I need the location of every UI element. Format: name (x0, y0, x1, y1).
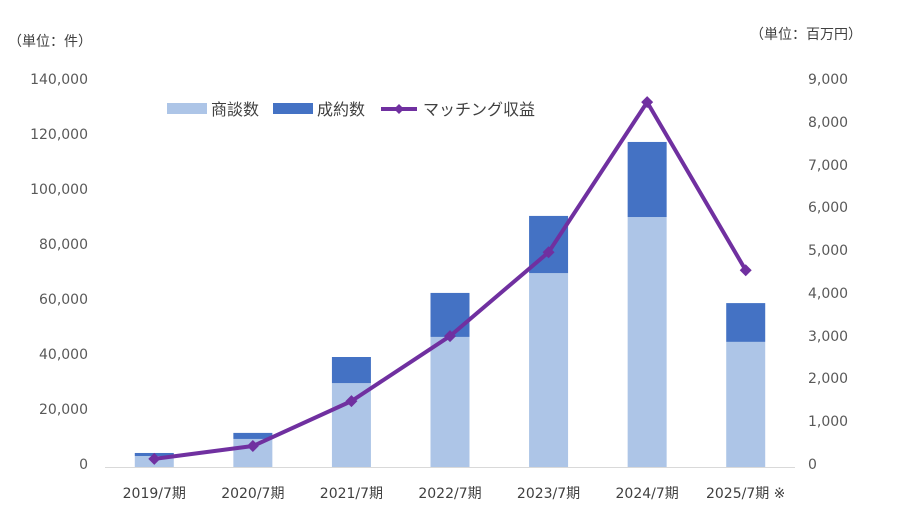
bar-segment (627, 141, 667, 218)
diamond-marker-icon (739, 264, 752, 277)
legend-label: 成約数 (317, 100, 366, 119)
legend-item-contracts: 成約数 (273, 96, 365, 120)
x-axis-tick-label: 2019/7期 (122, 486, 186, 502)
bar-segment (233, 432, 273, 439)
bar-segment (726, 341, 766, 467)
left-axis-tick-label: 40,000 (39, 347, 88, 363)
left-axis-tick-label: 140,000 (30, 72, 88, 88)
legend-item-revenue: マッチング収益 (379, 96, 535, 120)
x-axis-tick-label: 2025/7期 ※ (705, 486, 786, 502)
right-axis-tick-label: 2,000 (808, 371, 849, 388)
legend-line-diamond-icon (379, 101, 419, 115)
right-axis-tick-label: 6,000 (808, 200, 849, 217)
diamond-marker-icon (246, 440, 259, 453)
right-axis-tick-label: 3,000 (808, 328, 849, 345)
diamond-marker-icon (641, 96, 654, 109)
right-axis-tick-label: 4,000 (808, 285, 849, 302)
right-axis-tick-label: 5,000 (808, 243, 849, 260)
bar-segment (627, 217, 667, 467)
left-axis-tick-label: 60,000 (39, 292, 88, 308)
legend-swatch-light-blue (167, 102, 207, 114)
x-axis-tick-label: 2020/7期 (221, 486, 285, 502)
left-axis-tick-label: 0 (79, 457, 88, 473)
left-axis-tick-label: 100,000 (30, 182, 88, 198)
x-axis-tick-label: 2023/7期 (516, 486, 581, 502)
left-axis-tick-label: 80,000 (39, 237, 88, 253)
legend-label: 商談数 (211, 100, 260, 119)
bar-segment (726, 303, 766, 342)
bar-segment (430, 336, 470, 467)
chart-legend: 商談数 成約数 マッチング収益 (167, 96, 549, 120)
x-axis-tick-label: 2021/7期 (319, 486, 384, 502)
diamond-marker-icon (542, 246, 555, 259)
left-axis-unit-label: （単位：件） (8, 34, 92, 50)
right-axis-tick-label: 7,000 (808, 157, 849, 174)
bar-segment (331, 357, 371, 384)
bar-segment (430, 292, 470, 337)
left-axis-tick-label: 20,000 (39, 402, 88, 418)
right-axis-tick-label: 1,000 (808, 414, 849, 431)
diamond-marker-icon (148, 452, 161, 465)
right-axis-tick-label: 8,000 (808, 114, 849, 131)
x-axis-tick-label: 2022/7期 (418, 486, 482, 502)
right-axis-tick-label: 0 (808, 457, 817, 473)
bar-segment (529, 273, 569, 467)
legend-item-meetings: 商談数 (167, 96, 259, 120)
diamond-marker-icon (444, 330, 456, 343)
legend-swatch-blue (273, 102, 314, 114)
left-axis-tick-label: 120,000 (30, 127, 88, 143)
right-axis-unit-label: （単位：百万円） (750, 27, 862, 43)
legend-label: マッチング収益 (423, 100, 536, 119)
x-axis-tick-label: 2024/7期 (615, 486, 679, 502)
diamond-marker-icon (345, 395, 358, 408)
right-axis-tick-label: 9,000 (808, 72, 849, 88)
